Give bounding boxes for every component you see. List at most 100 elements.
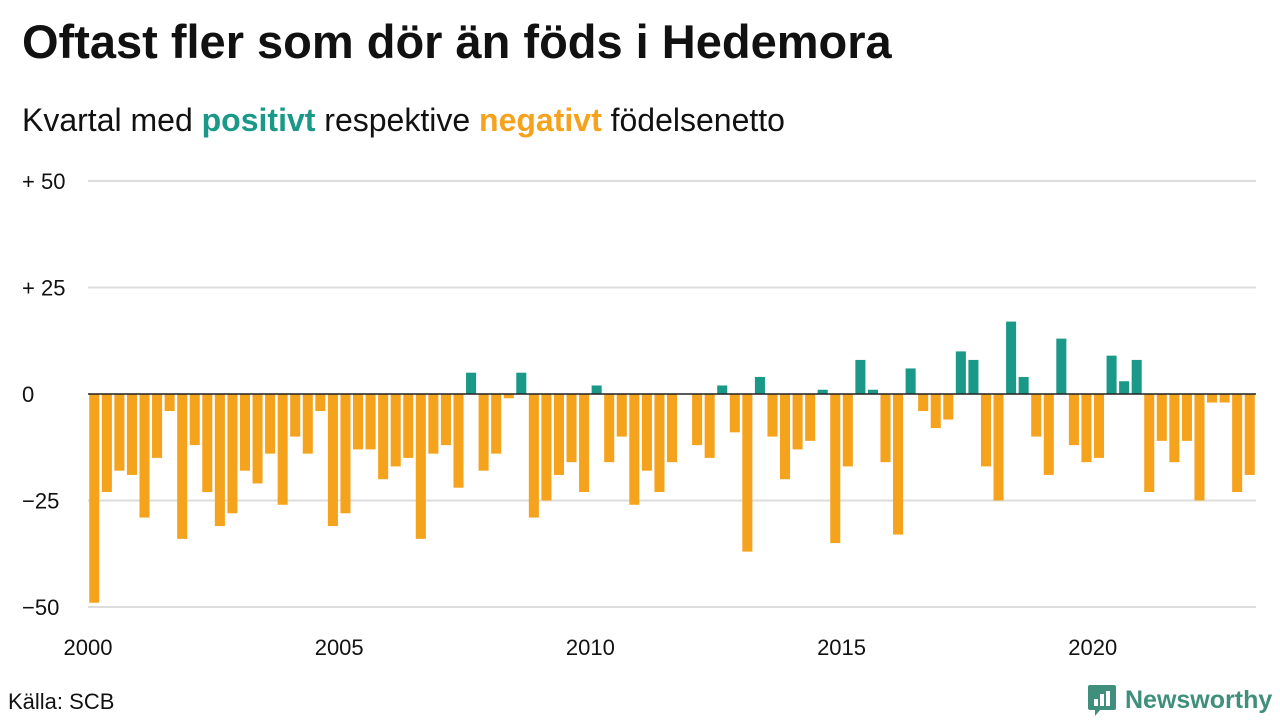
chart-title: Oftast fler som dör än föds i Hedemora (22, 15, 892, 68)
bar (516, 372, 527, 394)
bar (239, 394, 251, 471)
y-tick-label: + 25 (22, 276, 65, 301)
bar (227, 394, 238, 514)
bar (290, 394, 301, 437)
bar (353, 394, 364, 450)
bar (893, 394, 904, 535)
bar (440, 394, 451, 446)
bar (541, 394, 552, 501)
bar (365, 394, 376, 450)
bar (553, 394, 564, 475)
x-tick-label: 2005 (315, 635, 364, 660)
bar (252, 394, 263, 484)
bar (918, 394, 929, 412)
bar (842, 394, 853, 467)
x-tick-label: 2000 (64, 635, 113, 660)
bar (817, 389, 828, 394)
bar (164, 394, 175, 412)
bar (805, 394, 816, 441)
bar (692, 394, 703, 446)
y-tick-label: 0 (22, 382, 34, 407)
bar (641, 394, 652, 471)
subtitle-negative-word: negativt (479, 102, 602, 138)
bar (754, 376, 765, 394)
newsworthy-icon (1088, 685, 1116, 716)
bar (302, 394, 313, 454)
bar (126, 394, 137, 475)
bar (1031, 394, 1042, 437)
bar (616, 394, 627, 437)
bar (855, 359, 866, 394)
bar (315, 394, 326, 412)
bar (880, 394, 891, 463)
y-tick-label: + 50 (22, 169, 65, 194)
y-tick-label: −50 (22, 595, 59, 620)
bar (654, 394, 665, 492)
bar (1018, 376, 1029, 394)
bar (993, 394, 1004, 501)
bar (955, 351, 966, 394)
bar (189, 394, 200, 446)
bar (340, 394, 351, 514)
bar (378, 394, 389, 480)
subtitle-positive-word: positivt (201, 102, 316, 138)
bar (704, 394, 715, 458)
bar (792, 394, 803, 450)
bar (1169, 394, 1180, 463)
source-note: Källa: SCB (8, 689, 115, 714)
bar (867, 389, 878, 394)
subtitle-middle: respektive (324, 102, 471, 138)
bar (1056, 338, 1067, 394)
bar (1181, 394, 1192, 441)
bar (466, 372, 477, 394)
bar (139, 394, 150, 518)
bars (89, 321, 1255, 603)
y-tick-label: −25 (22, 489, 59, 514)
bar (101, 394, 112, 492)
bar (830, 394, 841, 544)
x-tick-label: 2010 (566, 635, 615, 660)
bar (415, 394, 426, 539)
bar (943, 394, 954, 420)
bar (1081, 394, 1092, 463)
bar (1156, 394, 1167, 441)
bar (528, 394, 539, 518)
brand-logo: Newsworthy (1087, 683, 1272, 717)
bar (89, 394, 100, 603)
bar (767, 394, 778, 437)
bar (277, 394, 288, 505)
bar (327, 394, 338, 527)
subtitle-suffix: födelsenetto (610, 102, 785, 138)
bar (177, 394, 188, 539)
bar (503, 394, 514, 399)
bar (1106, 355, 1117, 394)
bar (1131, 359, 1142, 394)
chart-subtitle: Kvartal med positivt respektive negativt… (22, 102, 785, 139)
bar (1043, 394, 1054, 475)
bar (1219, 394, 1230, 403)
bar (114, 394, 125, 471)
bar (491, 394, 502, 454)
y-axis-labels: + 50 + 25 0 −25 −50 (22, 169, 65, 620)
bar (152, 394, 163, 458)
bar (428, 394, 439, 454)
x-tick-label: 2020 (1068, 635, 1117, 660)
bar (604, 394, 615, 463)
bar (579, 394, 590, 492)
bar (742, 394, 753, 552)
bar-chart: + 50 + 25 0 −25 −50 2000 2005 2010 2015 2020 (22, 169, 1256, 660)
brand-name: Newsworthy (1125, 685, 1273, 714)
bar (566, 394, 577, 463)
bar (1068, 394, 1079, 446)
subtitle-prefix: Kvartal med (22, 102, 193, 138)
bar (478, 394, 489, 471)
bar (717, 385, 728, 394)
bar (202, 394, 213, 492)
bar (930, 394, 941, 429)
bar (1119, 381, 1130, 394)
bar (1093, 394, 1105, 458)
x-axis-labels: 2000 2005 2010 2015 2020 (64, 635, 1118, 660)
bar (453, 394, 464, 488)
bar (265, 394, 276, 454)
bar (1144, 394, 1155, 492)
